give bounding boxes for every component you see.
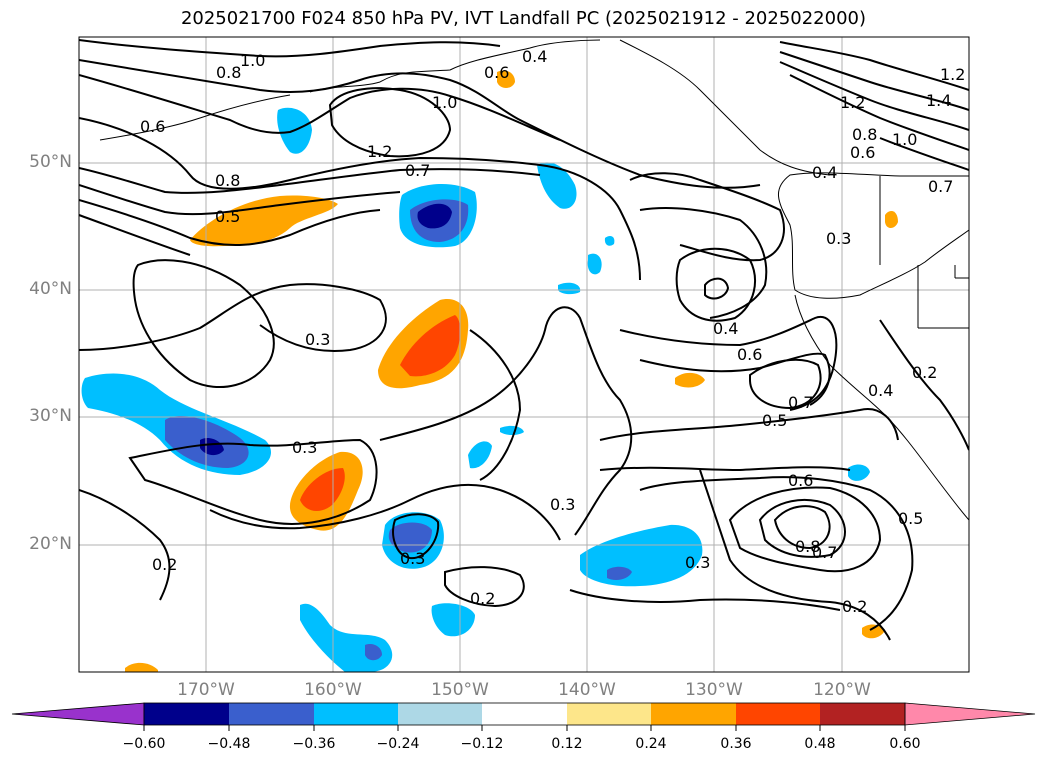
colorbar-tick-label: 0.12: [551, 736, 583, 752]
colorbar-tick-label: 0.24: [635, 736, 667, 752]
contour-label: 0.2: [842, 597, 867, 616]
lon-tick-label: 170°W: [177, 680, 235, 700]
colorbar-bin: [144, 703, 229, 725]
lat-tick-label: 40°N: [29, 279, 72, 299]
contour-label: 0.3: [685, 553, 710, 572]
contour-label: 0.5: [898, 509, 923, 528]
shade-negative-9: [468, 441, 492, 469]
contour-label: 0.2: [470, 589, 495, 608]
coastlines: [99, 39, 969, 521]
shade-positive-3-core: [300, 468, 345, 512]
colorbar-bin: [482, 703, 567, 725]
shade-negative-14: [604, 236, 615, 246]
colorbar-bin: [398, 703, 482, 725]
contour-label: 0.8: [852, 125, 877, 144]
contour-label: 0.4: [812, 163, 837, 182]
contour-label: 1.2: [367, 142, 392, 161]
contour-label: 0.2: [912, 363, 937, 382]
colorbar-tick-label: −0.60: [122, 736, 166, 752]
contour-label: 1.2: [940, 65, 965, 84]
contour-label: 0.4: [522, 47, 547, 66]
contour-label: 0.7: [788, 393, 813, 412]
contour-label: 0.7: [812, 543, 837, 562]
colorbar-tick-label: 0.60: [889, 736, 921, 752]
contour-label: 0.8: [795, 537, 820, 556]
shade-negative-4: [537, 162, 577, 209]
contour-label: 0.4: [713, 319, 738, 338]
contour-label: 0.8: [215, 171, 240, 190]
colorbar-bin: [229, 703, 314, 725]
colorbar-tick-label: 0.36: [720, 736, 752, 752]
contour-label: 1.4: [926, 91, 951, 110]
contour-label: 0.6: [484, 63, 509, 82]
shade-positive-1: [190, 195, 338, 247]
colorbar-ticks: [143, 725, 906, 731]
contour-label: 0.3: [550, 495, 575, 514]
colorbar-frame: [143, 702, 906, 726]
colorbar-bin: [820, 703, 905, 725]
contour-label: 0.8: [216, 63, 241, 82]
contour-label: 1.0: [240, 51, 265, 70]
colorbar-tick-label: −0.24: [376, 736, 420, 752]
colorbar-bin: [651, 703, 736, 725]
contour-label: 0.4: [868, 381, 893, 400]
lon-tick-label: 160°W: [304, 680, 362, 700]
contour-label: 0.3: [305, 330, 330, 349]
contour-label: 0.5: [762, 411, 787, 430]
shade-negative-2-dark: [417, 203, 452, 229]
contour-label: 0.6: [850, 143, 875, 162]
shade-negative-8: [431, 603, 475, 637]
shade-positive-7: [125, 662, 158, 672]
colorbar-bin: [567, 703, 651, 725]
colorbar-tick-label: −0.48: [207, 736, 251, 752]
contour-label: 0.5: [215, 207, 240, 226]
graticule: [79, 37, 969, 672]
contour-label: 0.3: [826, 229, 851, 248]
contour-label: 0.6: [140, 117, 165, 136]
shade-positive-5: [675, 372, 705, 388]
lon-tick-label: 140°W: [558, 680, 616, 700]
contour-label: 0.3: [292, 438, 317, 457]
contour-lines: [79, 39, 969, 641]
colorbar-extend-low: [11, 702, 145, 726]
contour-label: 0.7: [928, 177, 953, 196]
map-border: [78, 36, 970, 673]
shade-positive-6: [885, 210, 898, 228]
shade-negative-10: [558, 282, 581, 295]
shade-positive-4: [497, 70, 515, 88]
shade-negative-6-core: [607, 566, 632, 580]
colorbar-bin: [314, 703, 398, 725]
lat-tick-label: 20°N: [29, 534, 72, 554]
shade-negative-13: [500, 425, 524, 435]
lat-tick-label: 30°N: [29, 406, 72, 426]
map-title: 2025021700 F024 850 hPa PV, IVT Landfall…: [180, 8, 867, 29]
lon-tick-label: 120°W: [813, 680, 871, 700]
contour-label: 1.0: [432, 93, 457, 112]
colorbar-tick-label: −0.36: [292, 736, 336, 752]
shade-negative-7-core: [365, 644, 382, 661]
colorbar: [11, 702, 1036, 731]
shade-positive-2-core: [400, 315, 461, 377]
contour-label: 0.3: [400, 549, 425, 568]
colorbar-tick-label: 0.48: [804, 736, 836, 752]
shade-negative-12: [848, 464, 870, 481]
contour-label: 0.6: [788, 471, 813, 490]
lon-tick-label: 130°W: [685, 680, 743, 700]
lat-tick-label: 50°N: [29, 152, 72, 172]
shade-negative-11: [587, 253, 602, 275]
contour-label: 0.7: [405, 161, 430, 180]
colorbar-extend-high: [904, 702, 1036, 726]
lon-tick-label: 150°W: [431, 680, 489, 700]
colorbar-bin: [736, 703, 820, 725]
colorbar-tick-label: −0.12: [460, 736, 504, 752]
contour-label: 1.2: [840, 93, 865, 112]
contour-label-group: 1.0 0.8 0.4 0.6 1.0 0.6 1.2 0.7 0.8 0.5 …: [140, 47, 965, 616]
contour-label: 0.6: [737, 345, 762, 364]
shade-positive-8: [862, 624, 884, 639]
contour-label: 1.0: [892, 130, 917, 149]
contour-label: 0.2: [152, 555, 177, 574]
